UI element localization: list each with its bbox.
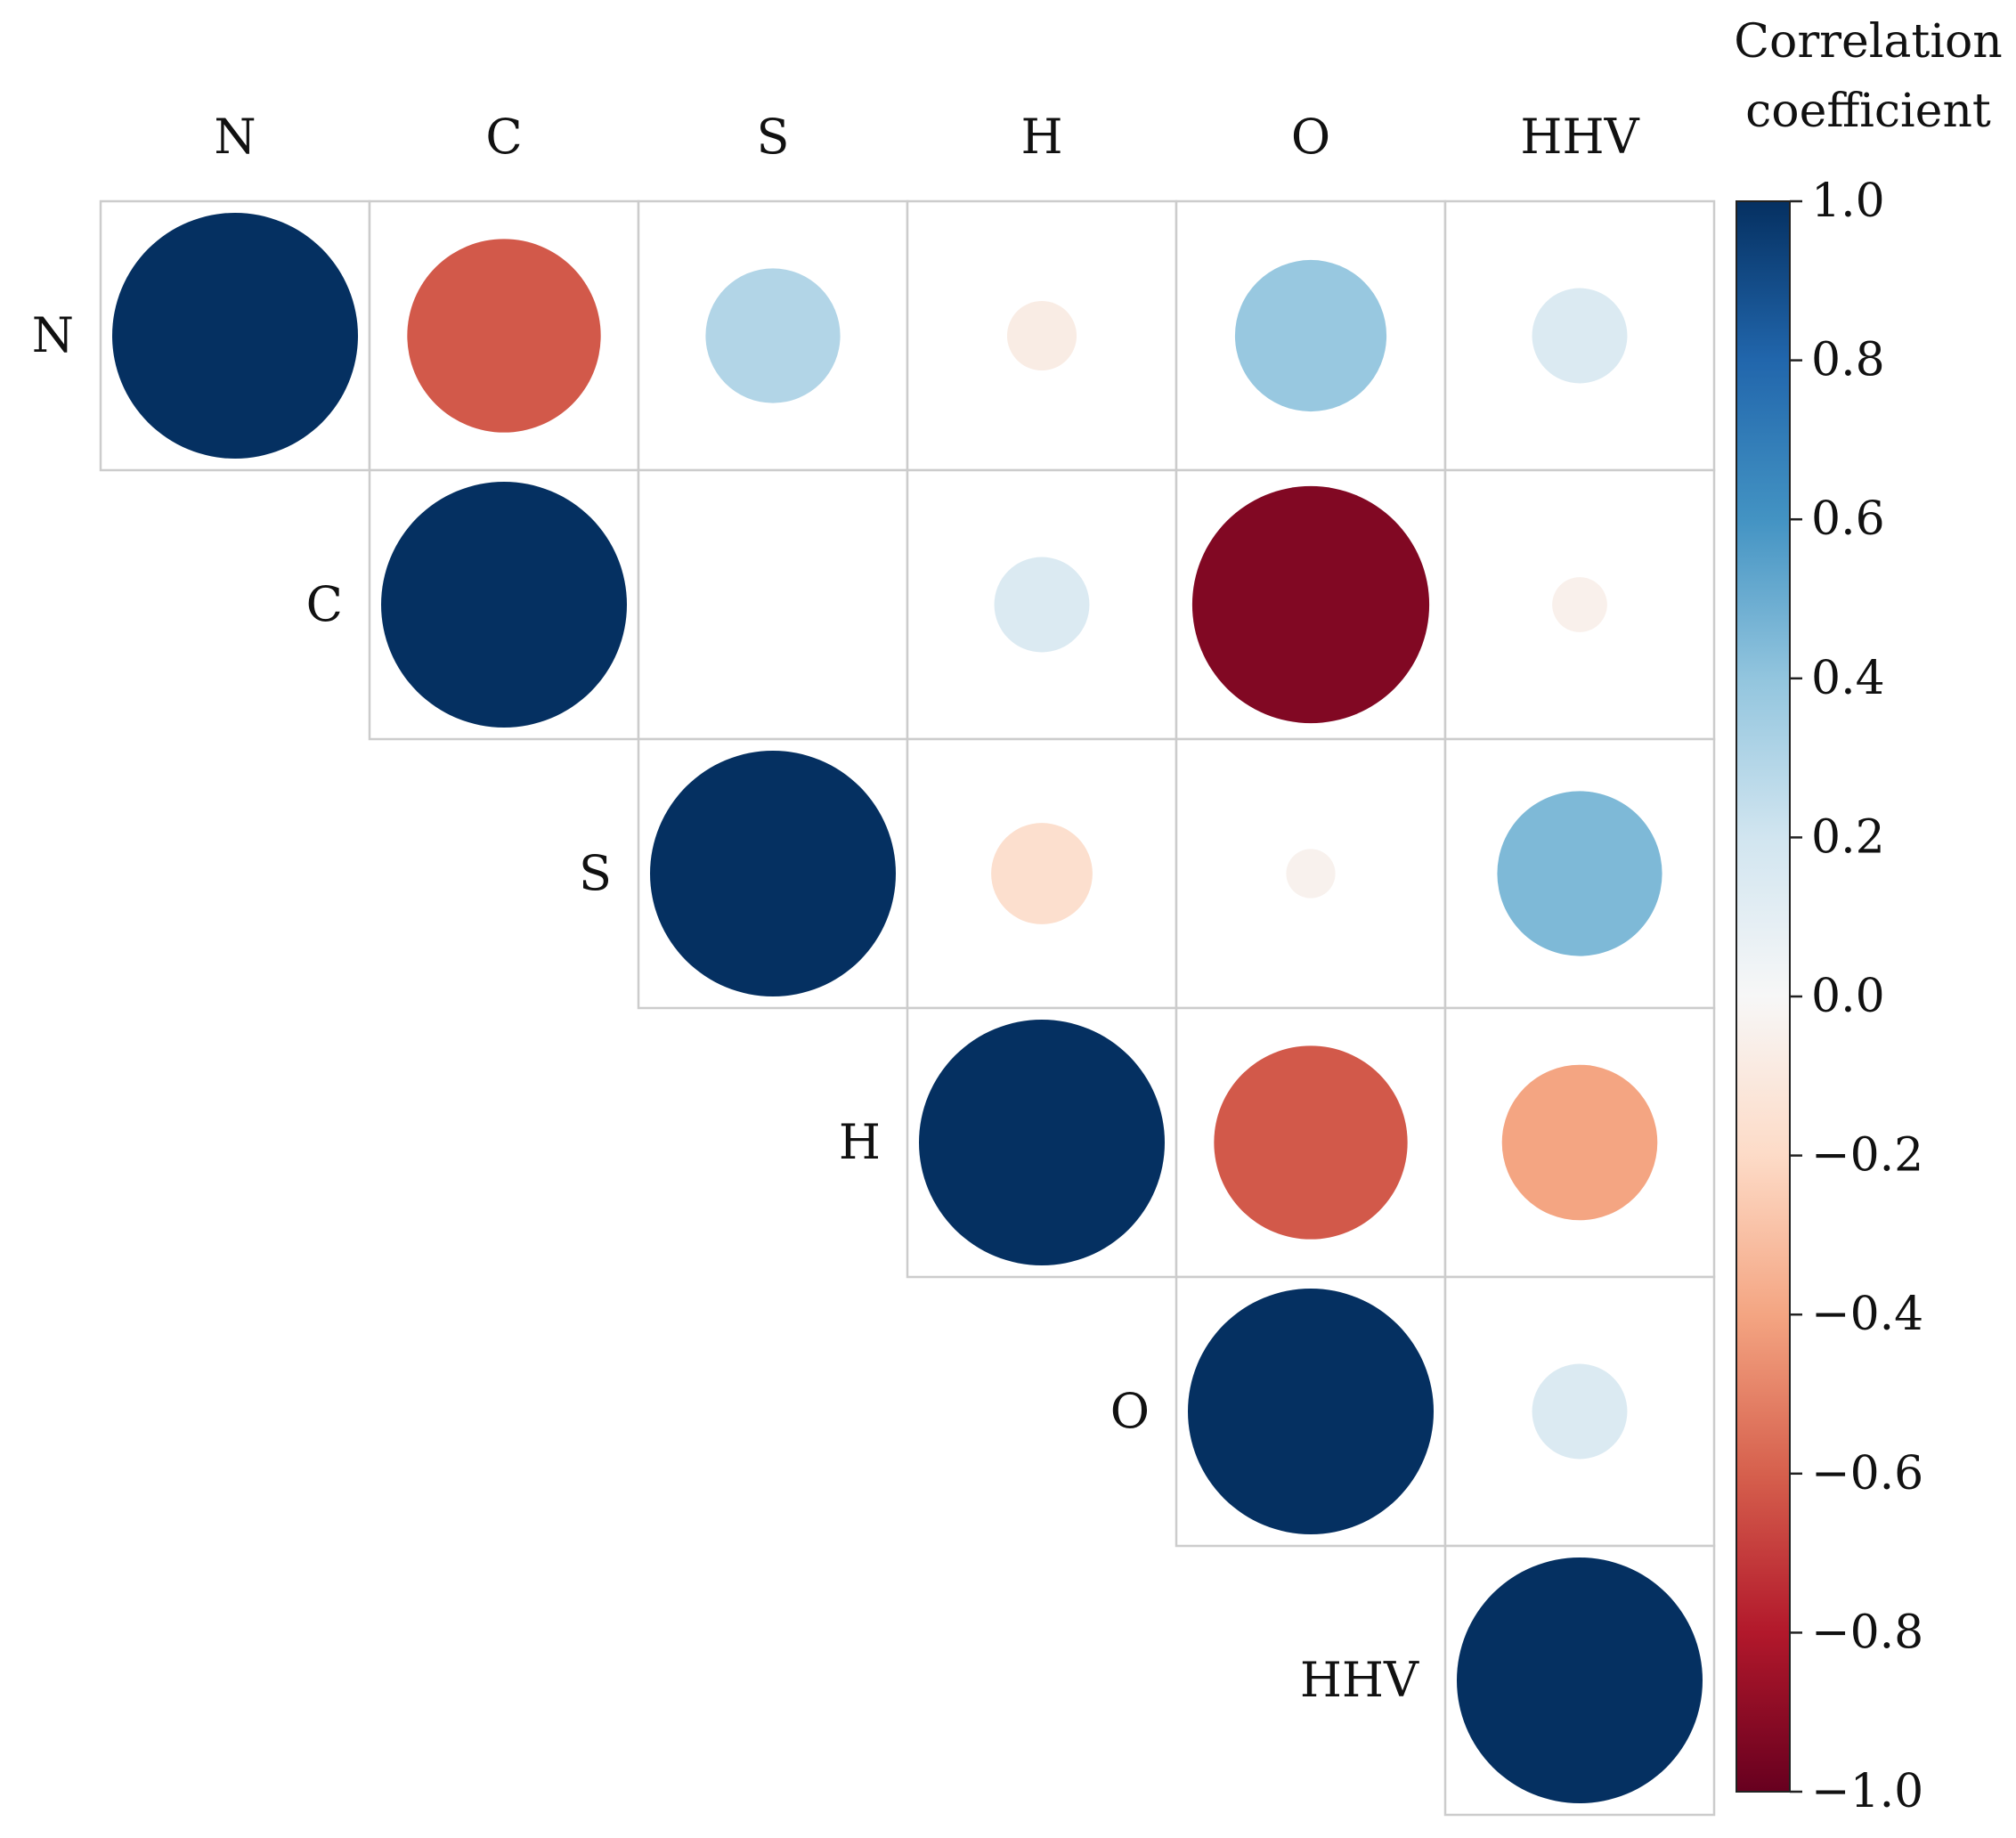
- colorbar-title-line-2: coefficient: [1745, 85, 1991, 138]
- grid-cell-S-HHV: [1443, 737, 1716, 1010]
- corr-circle-S-H: [991, 823, 1093, 924]
- corr-circle-N-O: [1234, 259, 1387, 412]
- column-label-HHV: HHV: [1520, 109, 1639, 165]
- colorbar-title-line-1: Correlation: [1734, 15, 2003, 69]
- corr-circle-S-S: [650, 751, 896, 996]
- grid-cell-C-S: [637, 468, 909, 741]
- colorbar-tick-label: −0.4: [1811, 1288, 1923, 1341]
- corr-circle-H-HHV: [1501, 1064, 1658, 1221]
- colorbar-tick-label: −1.0: [1811, 1765, 1923, 1818]
- row-label-N: N: [32, 307, 74, 363]
- colorbar-tick-label: −0.2: [1811, 1129, 1923, 1183]
- column-label-H: H: [1020, 109, 1062, 165]
- column-label-S: S: [757, 109, 790, 165]
- colorbar-tick-label: 0.8: [1811, 334, 1885, 387]
- corr-circle-C-HHV: [1552, 577, 1607, 632]
- colorbar-tick-label: 0.0: [1811, 970, 1885, 1023]
- corr-circle-C-O: [1191, 485, 1430, 724]
- colorbar-gradient: [1736, 200, 1791, 1793]
- row-labels: N C S H O HHV: [32, 307, 1419, 1708]
- colorbar-tick-label: 0.4: [1811, 652, 1885, 705]
- row-label-H: H: [839, 1114, 881, 1170]
- corr-circle-H-O: [1214, 1045, 1408, 1240]
- column-label-O: O: [1291, 109, 1330, 165]
- colorbar: 1.0 0.8 0.6 0.4 0.2 0.0 −0.2 −0.4 −0.6 −0.8 −1.0 C…: [1734, 15, 2003, 1818]
- row-label-S: S: [579, 845, 612, 901]
- colorbar-tick-label: 0.6: [1811, 492, 1885, 546]
- colorbar-tick-label: 1.0: [1811, 175, 1885, 228]
- corr-circle-O-O: [1188, 1289, 1434, 1534]
- column-labels: N C S H O HHV: [214, 109, 1639, 165]
- row-label-HHV: HHV: [1300, 1652, 1419, 1708]
- corr-circle-HHV-HHV: [1457, 1557, 1703, 1803]
- colorbar-ticks: 1.0 0.8 0.6 0.4 0.2 0.0 −0.2 −0.4 −0.6 −0.8 −1.0: [1790, 175, 1923, 1818]
- corr-circle-H-H: [919, 1020, 1165, 1265]
- row-label-C: C: [306, 576, 343, 632]
- corr-circle-C-H: [994, 557, 1090, 653]
- colorbar-tick-label: −0.8: [1811, 1606, 1923, 1659]
- matrix-circles: [112, 213, 1703, 1803]
- corr-circle-S-O: [1286, 849, 1336, 899]
- corr-circle-S-HHV: [1497, 791, 1662, 956]
- corr-circle-N-C: [407, 239, 601, 433]
- column-label-C: C: [485, 109, 522, 165]
- colorbar-tick-label: 0.2: [1811, 810, 1885, 864]
- corr-circle-O-HHV: [1532, 1363, 1628, 1460]
- matrix-grid: [99, 199, 1716, 1817]
- colorbar-tick-label: −0.6: [1811, 1447, 1923, 1500]
- corr-circle-N-HHV: [1532, 288, 1628, 384]
- column-label-N: N: [214, 109, 256, 165]
- corr-circle-N-H: [1006, 300, 1077, 371]
- corr-circle-N-S: [705, 268, 841, 403]
- row-label-O: O: [1110, 1383, 1150, 1439]
- corr-circle-C-C: [381, 482, 627, 728]
- corr-circle-N-N: [112, 213, 358, 459]
